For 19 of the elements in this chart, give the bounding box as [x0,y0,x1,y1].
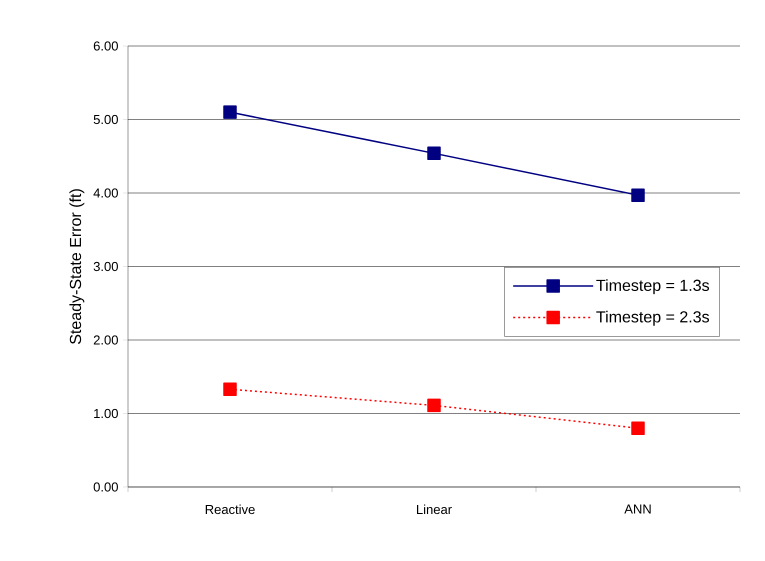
x-tick-label: Reactive [206,504,255,514]
legend-label: Timestep = 1.3s [596,279,710,294]
y-tick-label: 5.00 [94,114,118,124]
x-tick-label: Linear [416,504,452,514]
y-tick-label: 2.00 [94,335,118,345]
point [427,398,441,412]
point [223,382,237,396]
point [427,146,441,160]
point [223,105,237,119]
y-tick-label: 4.00 [93,188,118,198]
legend-label: Timestep = 2.3s [596,310,710,326]
x-tick-label: ANN [624,504,651,514]
point [631,188,645,202]
y-tick-label: 1.00 [94,408,118,418]
y-tick-label: 3.00 [94,262,118,272]
point [631,421,645,435]
y-tick-label: 0.00 [94,482,118,492]
y-tick-label: 6.00 [94,41,118,51]
y-axis-title: Steady-State Error (ft) [69,189,84,344]
